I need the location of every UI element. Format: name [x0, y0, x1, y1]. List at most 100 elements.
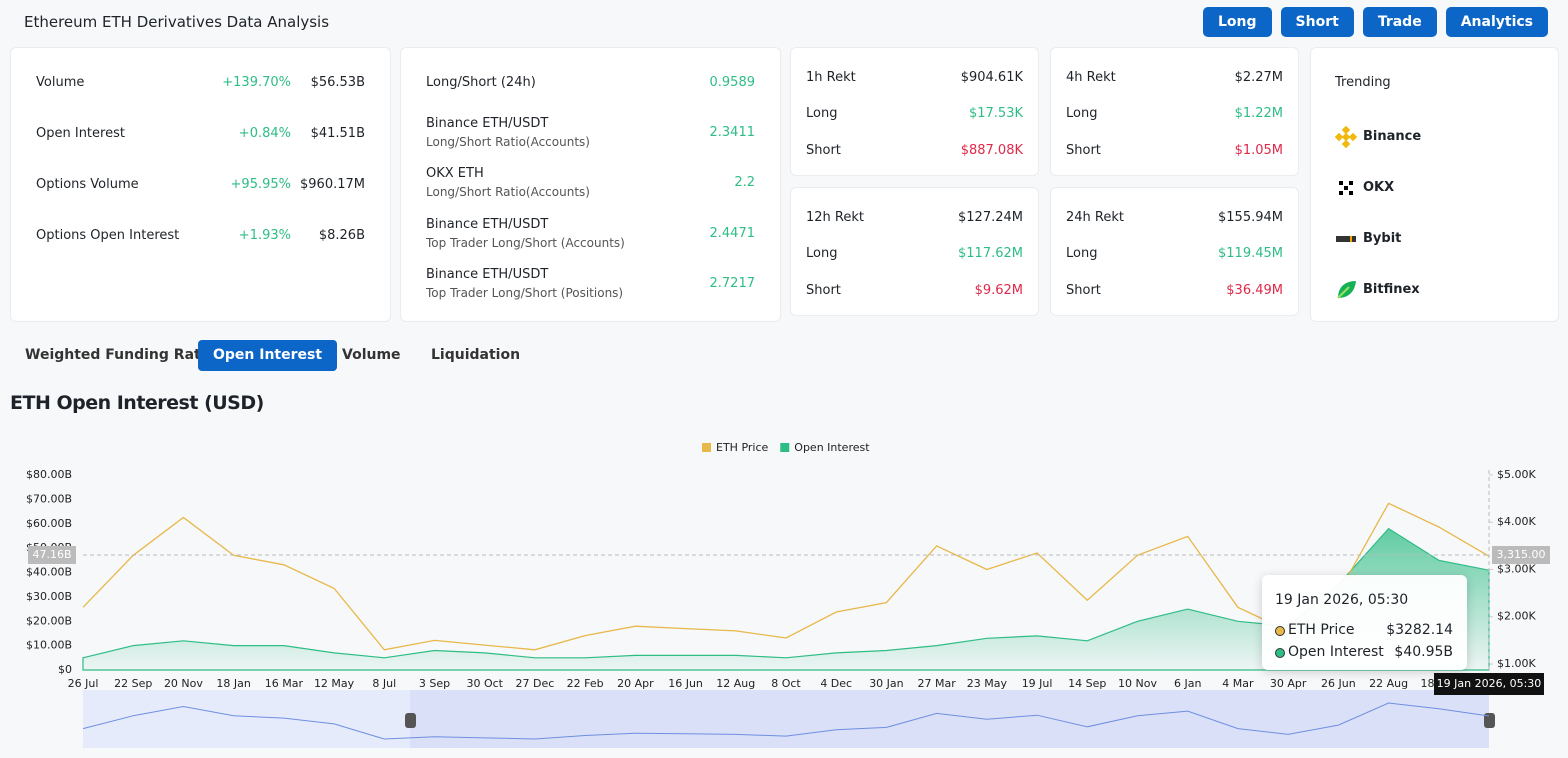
exchange-name[interactable]: Binance: [1363, 129, 1421, 144]
x-tick-label: 4 Dec: [820, 677, 852, 690]
pointer-y2-label: 3,315.00: [1497, 548, 1546, 561]
tab[interactable]: Volume: [327, 340, 416, 371]
navigator-window[interactable]: [410, 690, 1489, 748]
ratio-title: Binance ETH/USDT: [426, 116, 548, 131]
rekt-title: 1h Rekt: [806, 70, 856, 85]
navigator-handle[interactable]: [405, 713, 416, 728]
rekt-short-label: Short: [1066, 143, 1101, 158]
rekt-short: $36.49M: [1226, 283, 1283, 298]
legend-label: Open Interest: [794, 441, 870, 454]
ratio-title: Binance ETH/USDT: [426, 217, 548, 232]
y-tick-label: $10.00B: [26, 639, 72, 652]
x-tick-label: 22 Sep: [114, 677, 152, 690]
exchange-name[interactable]: OKX: [1363, 180, 1394, 195]
trending-title: Trending: [1335, 75, 1391, 90]
ratio-value: 2.3411: [710, 125, 756, 140]
x-tick-label: 30 Apr: [1270, 677, 1307, 690]
rekt-long-label: Long: [806, 106, 837, 121]
tooltip-name: ETH Price: [1288, 622, 1355, 638]
metric-value: $8.26B: [319, 228, 365, 243]
tab[interactable]: Liquidation: [416, 340, 535, 371]
tooltip-value: $3282.14: [1386, 622, 1453, 638]
rekt-title: 12h Rekt: [806, 210, 864, 225]
x-tick-label: 30 Jan: [869, 677, 903, 690]
ratio-value: 0.9589: [710, 75, 756, 90]
ratio-title: OKX ETH: [426, 166, 484, 181]
tooltip: 19 Jan 2026, 05:30 ETH Price$3282.14Open…: [1262, 575, 1467, 670]
x-tick-label: 8 Oct: [771, 677, 801, 690]
x-tick-label: 27 Dec: [516, 677, 555, 690]
ratio-title: Binance ETH/USDT: [426, 267, 548, 282]
x-tick-label: 22 Aug: [1369, 677, 1408, 690]
exchange-icon: [1335, 228, 1357, 254]
exchange-icon: [1335, 126, 1357, 152]
rekt-card: 1h Rekt$904.61KLong$17.53KShort$887.08K: [790, 47, 1039, 176]
rekt-long-label: Long: [1066, 106, 1097, 121]
x-tick-label: 8 Jul: [372, 677, 396, 690]
x-tick-label: 26 Jul: [68, 677, 99, 690]
x-tick-label: 18 Jan: [216, 677, 250, 690]
trending-card: Trending Binance OKX Bybit Bitfinex: [1310, 47, 1559, 322]
tooltip-name: Open Interest: [1288, 644, 1384, 660]
header-button[interactable]: Trade: [1363, 7, 1437, 37]
ratio-subtitle: Long/Short Ratio(Accounts): [426, 185, 590, 199]
x-tick-label: 27 Mar: [918, 677, 957, 690]
rekt-card: 24h Rekt$155.94MLong$119.45MShort$36.49M: [1050, 187, 1299, 316]
y-tick-label: $40.00B: [26, 566, 72, 579]
x-tick-label: 16 Mar: [265, 677, 304, 690]
metric-change: +0.84%: [239, 126, 291, 141]
ratio-subtitle: Long/Short Ratio(Accounts): [426, 135, 590, 149]
ratio-subtitle: Top Trader Long/Short (Accounts): [426, 236, 625, 250]
rekt-long: $117.62M: [958, 246, 1023, 261]
x-tick-label: 30 Oct: [466, 677, 503, 690]
rekt-total: $155.94M: [1218, 210, 1283, 225]
rekt-long-label: Long: [1066, 246, 1097, 261]
header-button[interactable]: Analytics: [1446, 7, 1548, 37]
x-tick-label: 19 Jul: [1022, 677, 1053, 690]
tooltip-dot: [1275, 626, 1285, 636]
x-tick-label: 3 Sep: [419, 677, 450, 690]
rekt-short-label: Short: [806, 283, 841, 298]
header-button[interactable]: Short: [1281, 7, 1354, 37]
metric-change: +95.95%: [231, 177, 291, 192]
y2-tick-label: $4.00K: [1497, 515, 1536, 528]
x-tick-label: 23 May: [967, 677, 1008, 690]
y2-tick-label: $3.00K: [1497, 562, 1536, 575]
tab[interactable]: Open Interest: [198, 340, 337, 371]
rekt-card: 12h Rekt$127.24MLong$117.62MShort$9.62M: [790, 187, 1039, 316]
tooltip-dot: [1275, 648, 1285, 658]
ratio-subtitle: Top Trader Long/Short (Positions): [426, 286, 623, 300]
metric-change: +1.93%: [239, 228, 291, 243]
rekt-short-label: Short: [806, 143, 841, 158]
metric-value: $56.53B: [311, 75, 365, 90]
y2-tick-label: $5.00K: [1497, 468, 1536, 481]
x-tick-label: 12 Aug: [716, 677, 755, 690]
x-tick-label: 22 Feb: [567, 677, 604, 690]
y-tick-label: $30.00B: [26, 590, 72, 603]
legend-swatch: [780, 443, 789, 452]
legend-swatch: [702, 443, 711, 452]
metric-label: Options Volume: [36, 177, 139, 192]
metric-value: $41.51B: [311, 126, 365, 141]
exchange-name[interactable]: Bybit: [1363, 231, 1401, 246]
rekt-short: $9.62M: [975, 283, 1023, 298]
metric-label: Options Open Interest: [36, 228, 179, 243]
ratio-value: 2.7217: [710, 276, 756, 291]
x-tick-label: 20 Nov: [164, 677, 203, 690]
exchange-name[interactable]: Bitfinex: [1363, 282, 1420, 297]
x-tick-label: 4 Mar: [1222, 677, 1254, 690]
y-tick-label: $70.00B: [26, 492, 72, 505]
overview-card: Volume+139.70%$56.53BOpen Interest+0.84%…: [10, 47, 391, 322]
rekt-long-label: Long: [806, 246, 837, 261]
rekt-title: 4h Rekt: [1066, 70, 1116, 85]
pointer-x-label: 19 Jan 2026, 05:30: [1437, 677, 1542, 690]
rekt-long: $17.53K: [969, 106, 1023, 121]
page-title: Ethereum ETH Derivatives Data Analysis: [24, 13, 329, 31]
y2-tick-label: $1.00K: [1497, 657, 1536, 670]
y-tick-label: $0: [58, 663, 72, 676]
y-tick-label: $60.00B: [26, 517, 72, 530]
tab[interactable]: Weighted Funding Rate: [10, 340, 225, 371]
header-button[interactable]: Long: [1203, 7, 1272, 37]
